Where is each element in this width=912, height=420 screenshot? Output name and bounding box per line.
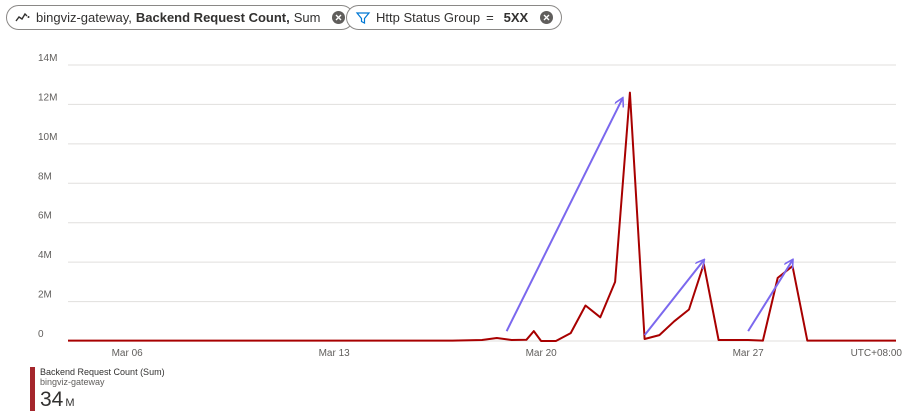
legend-title: Backend Request Count (Sum) <box>40 367 165 377</box>
metric-name: Backend Request Count, <box>135 10 290 25</box>
y-tick-label: 14M <box>38 53 57 64</box>
timezone-label: UTC+08:00 <box>851 348 903 359</box>
line-chart-icon <box>15 10 31 26</box>
y-tick-label: 2M <box>38 290 52 301</box>
series-line[interactable] <box>68 91 896 342</box>
y-tick-label: 0 <box>38 329 44 340</box>
y-tick-label: 12M <box>38 92 57 103</box>
filter-label: Http Status Group <box>376 10 481 25</box>
annotation-arrow <box>505 99 623 332</box>
metric-aggregation: Sum <box>293 10 321 25</box>
x-tick-label: Mar 27 <box>733 348 765 359</box>
legend-unit: M <box>65 397 75 409</box>
metric-pill[interactable]: bingviz-gateway, Backend Request Count, … <box>6 5 355 30</box>
filter-icon <box>355 10 371 26</box>
filter-value: 5XX <box>503 10 529 25</box>
filter-operator: = <box>486 10 494 25</box>
close-icon[interactable] <box>332 11 346 24</box>
x-tick-label: Mar 13 <box>319 348 351 359</box>
annotation-arrow <box>747 260 792 332</box>
legend-subtitle: bingviz-gateway <box>40 377 105 387</box>
y-tick-label: 4M <box>38 250 52 261</box>
legend-color-swatch <box>30 367 35 411</box>
line-chart: 0 2M 4M 6M 8M 10M 12M 14M Mar 06 Mar 13 Mar 20 Mar … <box>38 53 903 359</box>
filter-pill[interactable]: Http Status Group = 5XX <box>346 5 563 30</box>
legend-total: 34 <box>40 388 64 411</box>
y-tick-label: 10M <box>38 132 57 143</box>
metric-resource: bingviz-gateway, <box>36 10 132 25</box>
y-tick-label: 6M <box>38 211 52 222</box>
y-tick-label: 8M <box>38 171 52 182</box>
annotation-arrow <box>643 260 704 336</box>
close-icon[interactable] <box>540 11 554 24</box>
x-tick-label: Mar 06 <box>112 348 144 359</box>
x-tick-label: Mar 20 <box>526 348 558 359</box>
